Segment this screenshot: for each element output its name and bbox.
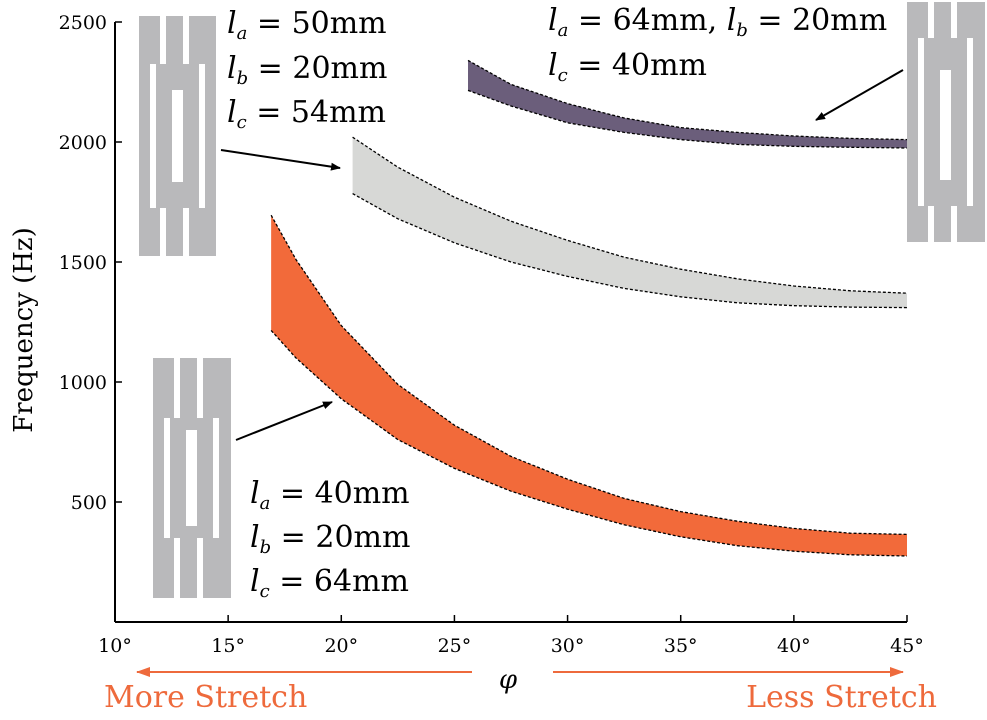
y-tick-label: 2000 bbox=[59, 132, 107, 154]
structure-pictogram-low bbox=[153, 358, 231, 598]
band-low-upper-line bbox=[270, 214, 908, 536]
y-tick-label: 1500 bbox=[59, 252, 107, 274]
annotation-medium-lb: lb = 20mm bbox=[227, 51, 387, 89]
x-tick-label: 40° bbox=[777, 635, 811, 657]
band-low-area bbox=[271, 215, 907, 556]
y-tick-label: 1000 bbox=[59, 372, 107, 394]
axes bbox=[114, 22, 907, 623]
frequency-bands bbox=[270, 59, 908, 557]
band-medium-lower-line bbox=[352, 193, 908, 309]
x-tick-label: 30° bbox=[551, 635, 585, 657]
x-tick-label: 10° bbox=[98, 635, 132, 657]
x-tick-label: 35° bbox=[664, 635, 698, 657]
annotation-medium-lc: lc = 54mm bbox=[227, 95, 386, 133]
band-high-lower-line bbox=[467, 89, 908, 149]
y-axis-label: Frequency (Hz) bbox=[9, 227, 39, 433]
y-tick-label: 2500 bbox=[59, 12, 107, 34]
annotation-high-la-lb: la = 64mm, lb = 20mm bbox=[548, 3, 887, 41]
annotation-arrow-high bbox=[815, 69, 904, 121]
x-tick-label: 15° bbox=[211, 635, 245, 657]
band-medium-upper-line bbox=[352, 136, 908, 294]
annotation-high: la = 64mm, lb = 20mm lc = 40mm bbox=[548, 3, 887, 86]
band-high-upper-line bbox=[467, 59, 908, 141]
structure-pictogram-high bbox=[907, 2, 985, 242]
more-stretch-label: More Stretch bbox=[104, 680, 307, 715]
annotation-medium: la = 50mm lb = 20mm lc = 54mm bbox=[227, 6, 387, 133]
annotation-medium-la: la = 50mm bbox=[227, 6, 387, 44]
annotation-high-lc: lc = 40mm bbox=[548, 48, 707, 86]
y-tick-label: 500 bbox=[71, 492, 107, 514]
band-low-lower-line bbox=[270, 329, 908, 557]
structure-pictogram-medium bbox=[139, 16, 216, 256]
annotation-low-lb: lb = 20mm bbox=[250, 520, 410, 558]
annotation-low-la: la = 40mm bbox=[250, 476, 410, 514]
ticks: 10° 15° 20° 25° 30° 35° 40° 45° 500 1000 1500 2000 2… bbox=[59, 12, 924, 657]
x-tick-label: 45° bbox=[890, 635, 924, 657]
less-stretch-label: Less Stretch bbox=[746, 680, 937, 715]
annotation-low-lc: lc = 64mm bbox=[250, 564, 409, 602]
annotation-arrow-low bbox=[235, 401, 333, 441]
x-tick-label: 20° bbox=[324, 635, 358, 657]
x-tick-label: 25° bbox=[438, 635, 472, 657]
annotation-low: la = 40mm lb = 20mm lc = 64mm bbox=[250, 476, 410, 602]
x-axis-label: φ bbox=[499, 665, 518, 695]
band-medium-area bbox=[352, 137, 908, 308]
annotation-arrow-medium bbox=[220, 149, 341, 171]
